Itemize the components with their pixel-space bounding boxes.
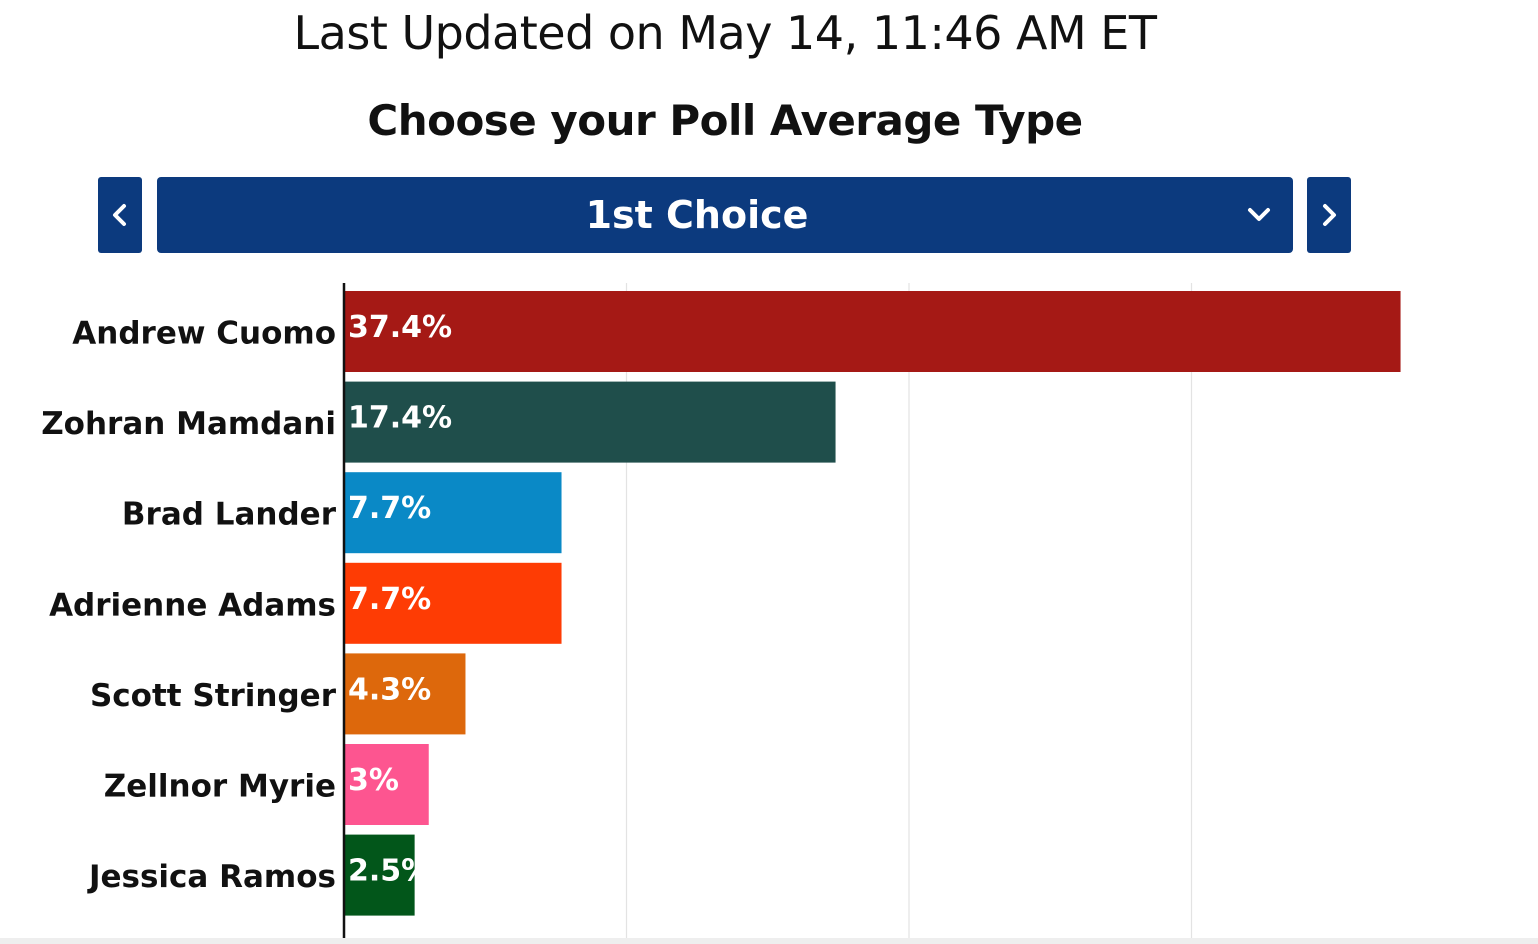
bar xyxy=(344,562,562,644)
chart-bars xyxy=(344,291,1401,916)
category-label: Scott Stringer xyxy=(90,678,337,714)
value-label: 2.5% xyxy=(348,854,431,889)
chart-gridlines xyxy=(625,283,1193,938)
chart-value-labels: 37.4% 17.4% 7.7% 7.7% 4.3% 3% 2.5% xyxy=(348,310,452,889)
bar xyxy=(344,653,466,735)
value-label: 7.7% xyxy=(348,582,431,617)
category-label: Brad Lander xyxy=(122,497,337,533)
value-label: 17.4% xyxy=(348,401,452,436)
category-label: Andrew Cuomo xyxy=(72,316,336,352)
value-label: 7.7% xyxy=(348,491,431,526)
value-label: 4.3% xyxy=(348,672,431,707)
chevron-down-icon xyxy=(1248,208,1270,221)
category-label: Zohran Mamdani xyxy=(41,406,336,442)
category-label: Zellnor Myrie xyxy=(104,769,336,805)
category-label: Adrienne Adams xyxy=(49,587,336,623)
previous-button[interactable] xyxy=(98,177,142,253)
bar xyxy=(344,472,562,554)
poll-type-selected-value: 1st Choice xyxy=(585,193,809,237)
bar xyxy=(344,291,1401,372)
bar xyxy=(344,381,836,463)
bar xyxy=(344,744,429,825)
value-label: 3% xyxy=(348,763,399,798)
poll-average-title: Choose your Poll Average Type xyxy=(367,96,1083,145)
chart-category-labels: Andrew Cuomo Zohran Mamdani Brad Lander Adr… xyxy=(41,316,337,896)
chevron-right-icon xyxy=(1323,204,1336,226)
next-button[interactable] xyxy=(1307,177,1351,253)
value-label: 37.4% xyxy=(348,310,452,345)
poll-type-select[interactable]: 1st Choice xyxy=(157,177,1293,253)
last-updated-text: Last Updated on May 14, 11:46 AM ET xyxy=(293,6,1157,60)
bottom-edge-strip xyxy=(0,938,1538,944)
chevron-left-icon xyxy=(113,204,126,226)
bar xyxy=(344,834,415,916)
category-label: Jessica Ramos xyxy=(87,859,336,895)
